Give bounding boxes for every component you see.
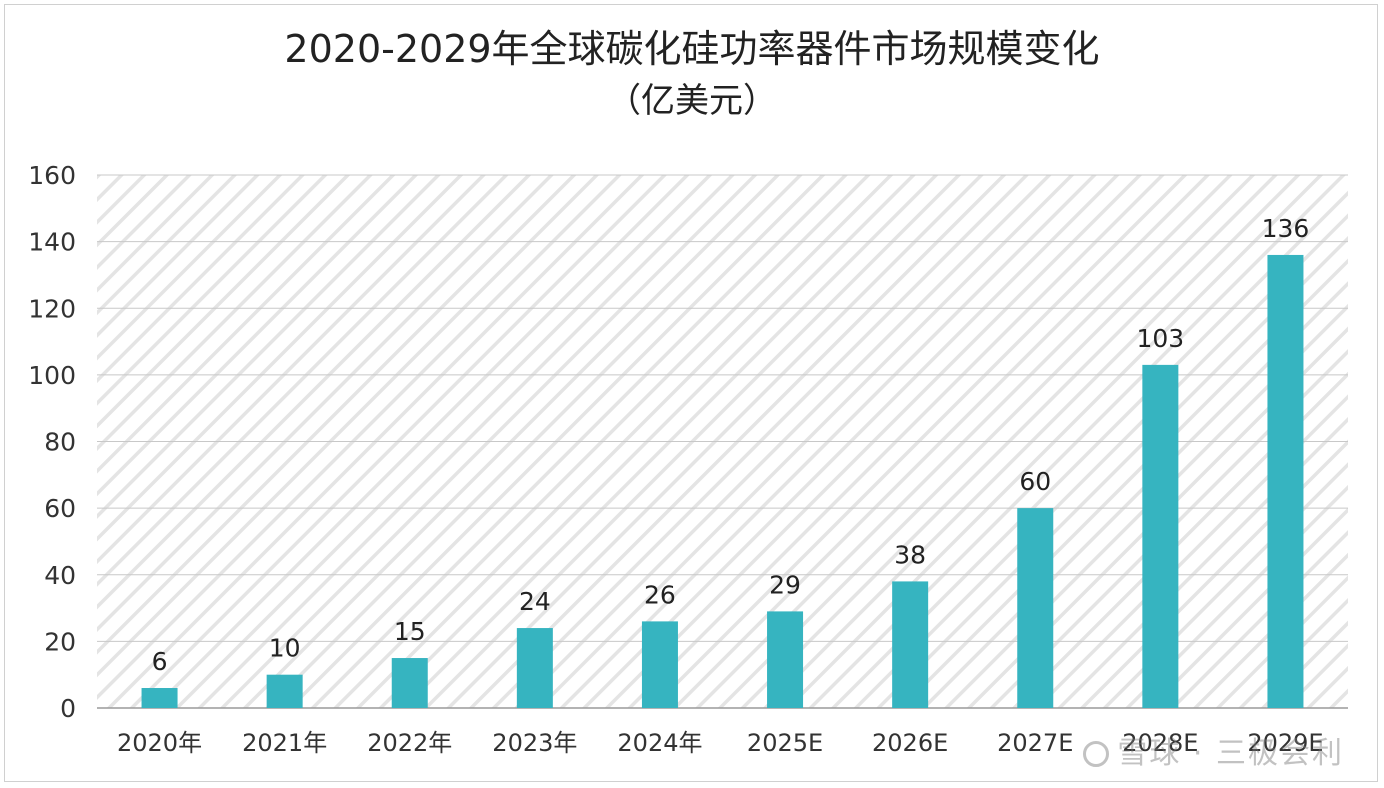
watermark: 雪球 · 三极会利 — [1083, 728, 1344, 772]
data-label: 103 — [1136, 324, 1184, 353]
y-tick-label: 60 — [44, 494, 76, 523]
bar — [1017, 508, 1054, 708]
x-tick-label: 2023年 — [492, 729, 577, 757]
y-tick-label: 80 — [44, 428, 76, 457]
y-tick-label: 0 — [60, 694, 76, 723]
bar — [141, 688, 178, 708]
x-tick-label: 2020年 — [117, 729, 202, 757]
bars-group — [141, 254, 1304, 708]
bar — [767, 611, 804, 708]
x-tick-label: 2022年 — [367, 729, 452, 757]
bar — [641, 621, 678, 708]
data-label: 6 — [152, 647, 168, 676]
data-label: 38 — [894, 540, 926, 569]
data-label: 24 — [519, 587, 551, 616]
bar — [516, 628, 553, 708]
y-axis: 0 20 40 60 80 100 120 140 160 — [28, 161, 76, 723]
bar — [391, 658, 428, 708]
x-tick-label: 2021年 — [242, 729, 327, 757]
chart-subtitle: （亿美元） — [607, 81, 777, 121]
data-label: 60 — [1019, 467, 1051, 496]
data-label: 15 — [394, 617, 426, 646]
data-label: 29 — [769, 570, 801, 599]
chart-title: 2020-2029年全球碳化硅功率器件市场规模变化 — [284, 27, 1100, 71]
x-tick-label: 2025E — [747, 729, 823, 757]
grid-lines — [97, 174, 1348, 709]
watermark-text: 雪球 · 三极会利 — [1117, 736, 1344, 771]
bar — [892, 581, 929, 708]
bar — [1267, 254, 1304, 708]
y-tick-label: 160 — [28, 161, 76, 190]
y-tick-label: 40 — [44, 561, 76, 590]
data-label: 136 — [1262, 214, 1310, 243]
data-label: 10 — [269, 634, 301, 663]
data-label: 26 — [644, 580, 676, 609]
x-tick-label: 2026E — [872, 729, 948, 757]
y-tick-label: 100 — [28, 361, 76, 390]
y-tick-label: 140 — [28, 228, 76, 257]
bar — [266, 674, 303, 708]
y-tick-label: 120 — [28, 294, 76, 323]
y-tick-label: 20 — [44, 627, 76, 656]
x-tick-label: 2028E — [1122, 729, 1198, 757]
snowball-logo-icon — [1083, 741, 1110, 767]
x-tick-label: 2027E — [997, 729, 1073, 757]
bar — [1142, 364, 1179, 708]
x-axis: 2020年 2021年 2022年 2023年 2024年 2025E 2026E 2027E… — [117, 729, 1324, 757]
chart-frame — [4, 4, 1378, 782]
x-tick-label: 2029E — [1247, 729, 1323, 757]
data-labels-group: 6 10 15 24 26 29 38 60 103 136 — [152, 214, 1310, 676]
x-tick-label: 2024年 — [617, 729, 702, 757]
